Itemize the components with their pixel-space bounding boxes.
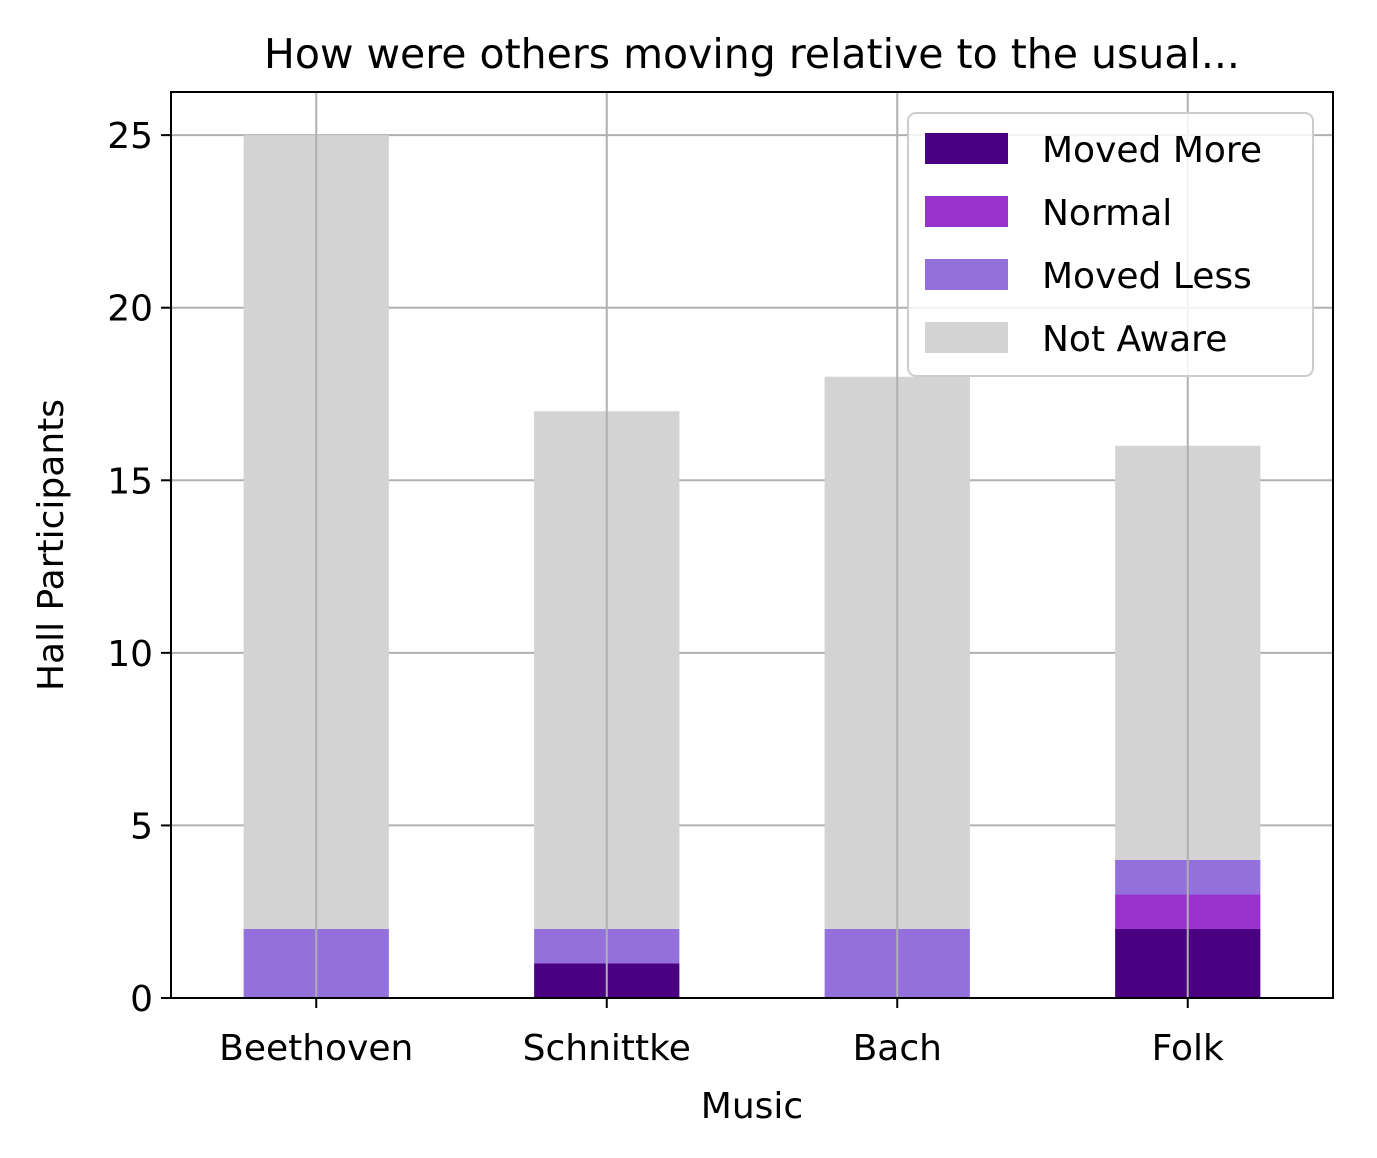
legend-label: Normal — [1042, 193, 1172, 234]
y-tick-label: 25 — [107, 116, 153, 157]
y-tick-label: 20 — [107, 289, 153, 330]
y-tick-label: 10 — [107, 634, 153, 675]
legend: Moved More Normal Moved Less Not Aware — [907, 112, 1314, 377]
x-tick-label: Beethoven — [219, 1028, 413, 1069]
y-axis-ticks: 0 5 10 15 20 25 — [107, 116, 171, 1020]
legend-swatch — [925, 322, 1008, 353]
y-tick-label: 5 — [130, 806, 153, 847]
legend-label: Not Aware — [1042, 319, 1227, 360]
x-axis-ticks: Beethoven Schnittke Bach Folk — [219, 998, 1224, 1069]
legend-item: Normal — [925, 193, 1172, 234]
legend-item: Not Aware — [925, 319, 1227, 360]
legend-swatch — [925, 196, 1008, 227]
y-axis-label: Hall Participants — [31, 399, 72, 691]
legend-label: Moved More — [1042, 130, 1262, 171]
legend-item: Moved More — [925, 130, 1262, 171]
plot-frame — [170, 91, 1334, 999]
x-tick-label: Schnittke — [523, 1028, 691, 1069]
legend-swatch — [925, 133, 1008, 164]
y-tick-label: 0 — [130, 979, 153, 1020]
x-tick-label: Bach — [853, 1028, 942, 1069]
legend-box — [907, 112, 1314, 377]
legend-label: Moved Less — [1042, 256, 1252, 297]
x-tick-label: Folk — [1152, 1028, 1224, 1069]
y-tick-label: 15 — [107, 461, 153, 502]
chart-title: How were others moving relative to the u… — [264, 30, 1240, 78]
legend-item: Moved Less — [925, 256, 1252, 297]
x-axis-label: Music — [701, 1086, 803, 1127]
legend-swatch — [925, 259, 1008, 290]
